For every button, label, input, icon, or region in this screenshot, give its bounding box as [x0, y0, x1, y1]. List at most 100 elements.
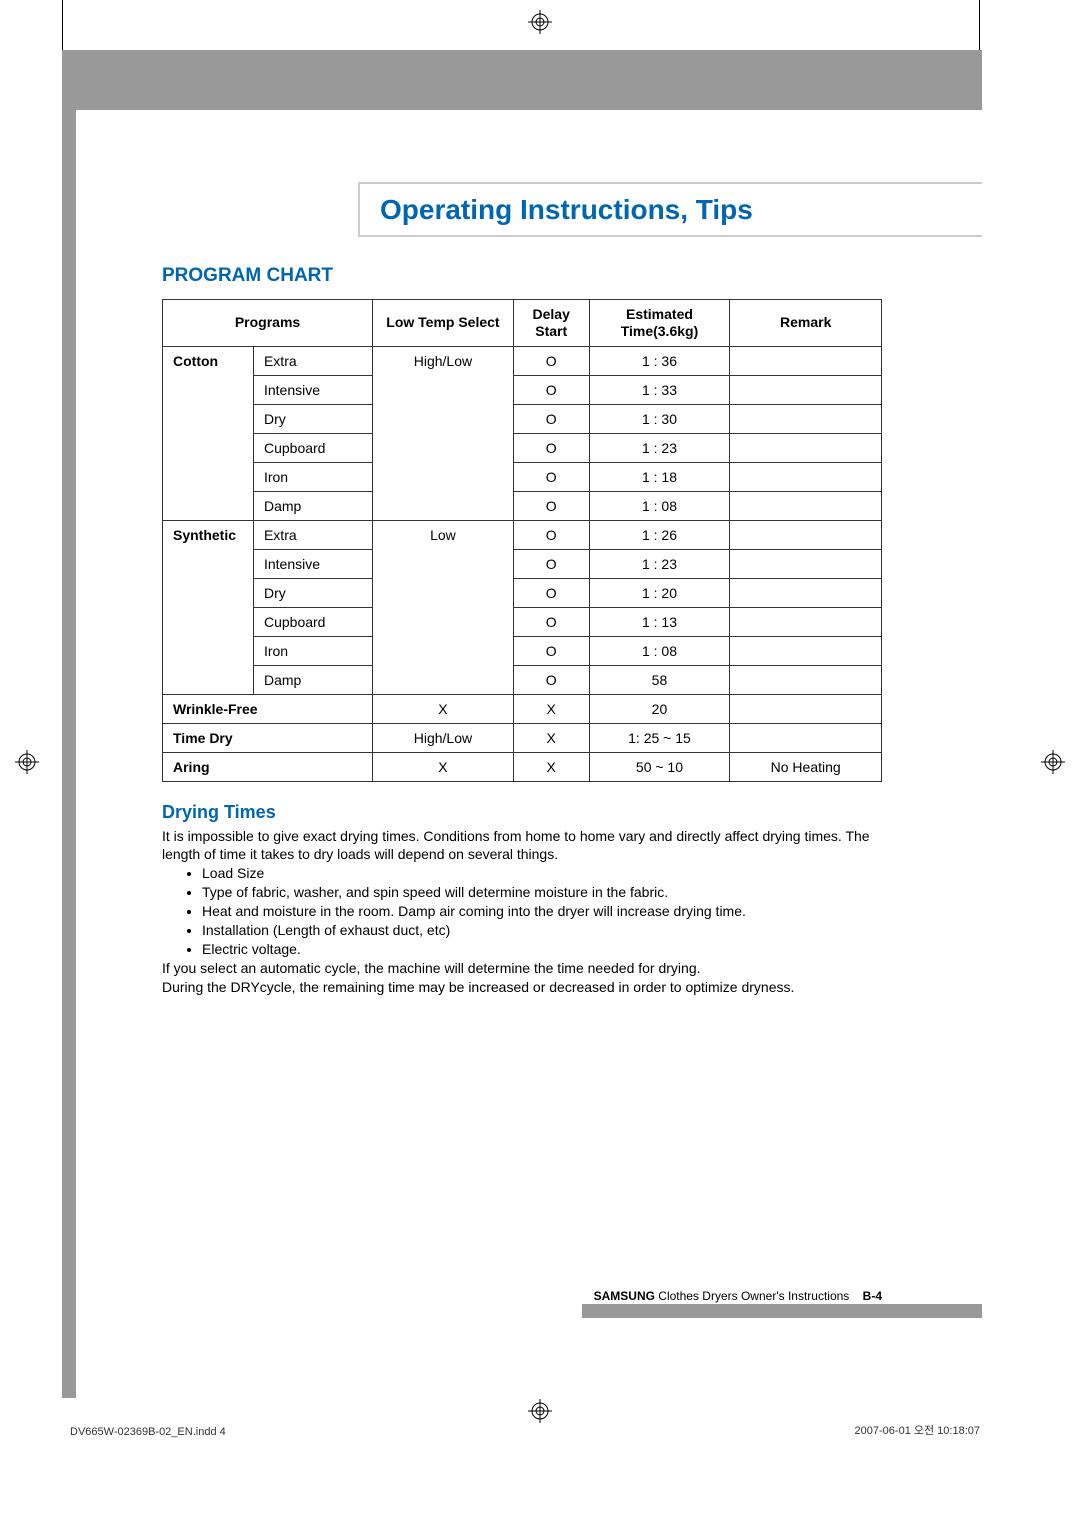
table-cell: 1 : 26 [589, 520, 730, 549]
table-cell: O [513, 404, 589, 433]
th-programs: Programs [163, 300, 373, 347]
table-row: Intensive O1 : 23 [163, 549, 882, 578]
table-row: Damp O1 : 08 [163, 491, 882, 520]
table-cell: O [513, 665, 589, 694]
table-row: AringXX50 ~ 10No Heating [163, 752, 882, 781]
table-cell [730, 723, 882, 752]
list-item: Heat and moisture in the room. Damp air … [202, 902, 882, 921]
table-cell: O [513, 636, 589, 665]
print-footer-left: DV665W-02369B-02_EN.indd 4 [70, 1426, 226, 1438]
table-row: CupboardO1 : 13 [163, 607, 882, 636]
table-cell: O [513, 520, 589, 549]
registration-mark [528, 10, 552, 34]
page-title: Operating Instructions, Tips [380, 194, 753, 226]
table-cell: 1 : 20 [589, 578, 730, 607]
table-row: Iron O1 : 18 [163, 462, 882, 491]
header-bar [62, 50, 982, 110]
table-cell: X [513, 723, 589, 752]
registration-mark [528, 1399, 552, 1423]
table-cell: Cupboard [253, 433, 372, 462]
footer-desc: Clothes Dryers Owner's Instructions [655, 1289, 849, 1303]
table-cell: O [513, 607, 589, 636]
table-cell: 1 : 08 [589, 491, 730, 520]
table-cell: Iron [253, 636, 372, 665]
th-lowtemp: Low Temp Select [373, 300, 514, 347]
table-cell: No Heating [730, 752, 882, 781]
crop-mark [979, 0, 980, 50]
print-footer-right: 2007-06-01 오전 10:18:07 [855, 1422, 980, 1438]
content-area: PROGRAM CHART Programs Low Temp Select D… [162, 265, 882, 997]
table-cell: 1 : 33 [589, 375, 730, 404]
th-delay: Delay Start [513, 300, 589, 347]
table-cell: Extra [253, 520, 372, 549]
drying-times-list: Load SizeType of fabric, washer, and spi… [202, 864, 882, 958]
table-cell: 1 : 08 [589, 636, 730, 665]
table-cell-program-group: Cotton [163, 346, 254, 520]
table-cell-program: Time Dry [163, 723, 373, 752]
title-box: Operating Instructions, Tips [358, 182, 982, 237]
table-cell: O [513, 433, 589, 462]
table-cell: O [513, 375, 589, 404]
list-item: Type of fabric, washer, and spin speed w… [202, 883, 882, 902]
drying-times-intro: It is impossible to give exact drying ti… [162, 827, 882, 865]
table-cell [730, 375, 882, 404]
table-cell: 1 : 23 [589, 549, 730, 578]
table-cell [730, 346, 882, 375]
table-row: Damp O58 [163, 665, 882, 694]
table-row: DryO1 : 20 [163, 578, 882, 607]
drying-times-heading: Drying Times [162, 802, 882, 823]
table-cell: X [513, 752, 589, 781]
table-cell: 1 : 23 [589, 433, 730, 462]
th-remark: Remark [730, 300, 882, 347]
table-cell: Intensive [253, 549, 372, 578]
table-cell: Damp [253, 665, 372, 694]
table-cell: Iron [253, 462, 372, 491]
table-cell: O [513, 491, 589, 520]
table-cell: High/Low [373, 346, 514, 520]
registration-mark [15, 750, 39, 774]
table-row: CottonExtraHigh/LowO1 : 36 [163, 346, 882, 375]
table-cell [730, 520, 882, 549]
table-cell-program-group: Synthetic [163, 520, 254, 694]
left-bar [62, 50, 76, 1398]
table-cell-program: Wrinkle-Free [163, 694, 373, 723]
table-cell: Cupboard [253, 607, 372, 636]
table-cell: Low [373, 520, 514, 694]
footer-bar [582, 1304, 982, 1318]
table-row: Iron O1 : 08 [163, 636, 882, 665]
table-cell: 1: 25 ~ 15 [589, 723, 730, 752]
table-cell [730, 433, 882, 462]
drying-times-outro1: If you select an automatic cycle, the ma… [162, 959, 882, 978]
table-cell [730, 578, 882, 607]
registration-mark [1041, 750, 1065, 774]
table-cell: 20 [589, 694, 730, 723]
table-cell [730, 462, 882, 491]
page-frame: Operating Instructions, Tips PROGRAM CHA… [62, 50, 982, 1398]
table-cell: 58 [589, 665, 730, 694]
table-row: Time DryHigh/LowX1: 25 ~ 15 [163, 723, 882, 752]
table-cell [730, 491, 882, 520]
table-cell: O [513, 549, 589, 578]
table-row: DryO1 : 30 [163, 404, 882, 433]
table-cell [730, 607, 882, 636]
table-cell [730, 665, 882, 694]
table-cell: O [513, 462, 589, 491]
table-cell: 1 : 36 [589, 346, 730, 375]
table-row: IntensiveO1 : 33 [163, 375, 882, 404]
table-cell: Damp [253, 491, 372, 520]
footer-text: SAMSUNG Clothes Dryers Owner's Instructi… [594, 1289, 882, 1303]
section-heading: PROGRAM CHART [162, 265, 882, 287]
table-row: SyntheticExtraLowO1 : 26 [163, 520, 882, 549]
table-cell: X [373, 752, 514, 781]
table-cell [730, 694, 882, 723]
footer-page: B-4 [863, 1289, 882, 1303]
table-cell [730, 636, 882, 665]
table-cell: O [513, 578, 589, 607]
table-cell: 1 : 18 [589, 462, 730, 491]
list-item: Installation (Length of exhaust duct, et… [202, 921, 882, 940]
table-cell [730, 404, 882, 433]
table-cell: X [373, 694, 514, 723]
list-item: Load Size [202, 864, 882, 883]
table-cell: 1 : 30 [589, 404, 730, 433]
crop-mark [62, 0, 63, 50]
